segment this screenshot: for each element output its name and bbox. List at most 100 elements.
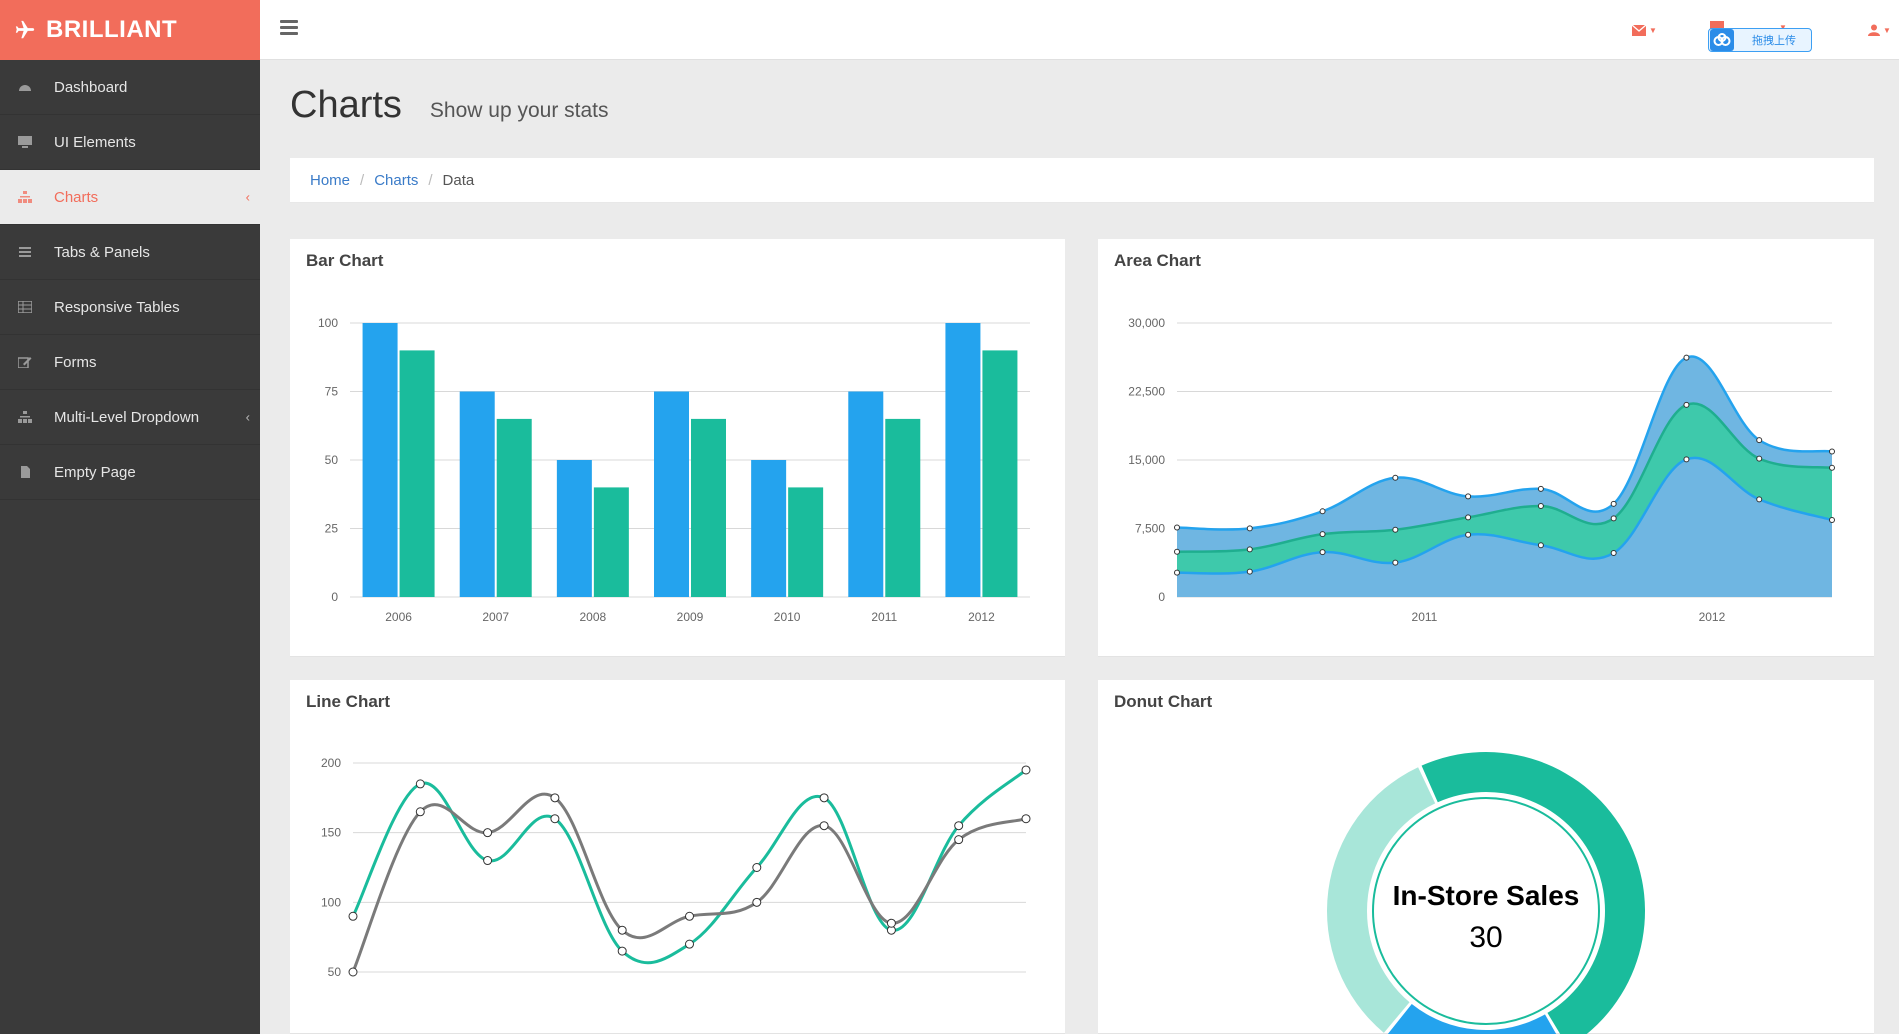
data-point [1829, 516, 1835, 523]
y-tick-label: 100 [321, 895, 341, 909]
y-tick-label: 100 [318, 316, 338, 330]
donut-segment [1387, 1004, 1557, 1034]
sidebar-item-label: Tabs & Panels [54, 243, 150, 261]
data-point [1174, 548, 1180, 555]
caret-down-icon: ▼ [1883, 25, 1891, 35]
x-tick-label: 2010 [774, 610, 801, 624]
messages-dropdown[interactable]: ▼ [1632, 23, 1657, 37]
sidebar-item-label: Responsive Tables [54, 298, 180, 316]
donut-chart: In-Store Sales 30 [1327, 752, 1645, 1034]
bar-chart: 0 25 50 75 100 2006 2007 2008 2009 2010 2011 2012 [318, 316, 1030, 624]
menu-toggle-icon[interactable] [280, 20, 298, 36]
breadcrumb: Home / Charts / Data [290, 158, 1874, 203]
data-point [1465, 514, 1472, 521]
x-tick-label: 2007 [482, 610, 509, 624]
breadcrumb-home-link[interactable]: Home [310, 171, 351, 189]
data-point [1246, 525, 1253, 532]
breadcrumb-charts-link[interactable]: Charts [374, 171, 419, 189]
data-point [1392, 559, 1399, 566]
data-point [1319, 508, 1326, 515]
data-point [685, 939, 694, 949]
data-point [483, 856, 493, 866]
data-point [752, 897, 762, 907]
line-chart-panel: 50 100 150 200 Line Chart [290, 680, 1065, 1034]
bar [362, 323, 398, 597]
chevron-left-icon: ‹ [245, 409, 250, 425]
sidebar-item-forms[interactable]: Forms [0, 335, 260, 390]
user-dropdown[interactable]: ▼ [1868, 23, 1891, 37]
sidebar-item-empty-page[interactable]: Empty Page [0, 445, 260, 500]
data-point [1174, 569, 1180, 576]
sidebar-item-responsive-tables[interactable]: Responsive Tables [0, 280, 260, 335]
sidebar-item-label: UI Elements [54, 133, 136, 151]
y-tick-label: 7,500 [1135, 522, 1165, 536]
y-tick-label: 25 [325, 522, 339, 536]
list-icon [19, 247, 31, 257]
series-line [351, 768, 1027, 965]
y-tick-label: 75 [325, 385, 339, 399]
sidebar-item-charts[interactable]: Charts ‹ [0, 170, 260, 225]
data-point [348, 967, 358, 977]
data-point [1021, 814, 1031, 824]
y-tick-label: 150 [321, 826, 341, 840]
file-icon [21, 466, 30, 478]
breadcrumb-current: Data [442, 171, 475, 189]
x-tick-label: 2006 [385, 610, 412, 624]
data-point [348, 911, 358, 921]
sidebar-item-tabs-panels[interactable]: Tabs & Panels [0, 225, 260, 280]
data-point [483, 828, 493, 838]
sidebar-item-dashboard[interactable]: Dashboard [0, 60, 260, 115]
breadcrumb-separator: / [428, 171, 433, 189]
page-header: Charts Show up your stats [290, 84, 609, 127]
panel-title: Bar Chart [306, 251, 384, 270]
donut-highlight-ring [1372, 797, 1600, 1025]
chevron-left-icon: ‹ [245, 189, 250, 205]
bar [691, 418, 726, 597]
edit-icon [18, 357, 32, 368]
sidebar-item-label: Forms [54, 353, 97, 371]
sidebar-item-label: Multi-Level Dropdown [54, 408, 200, 426]
sitemap-icon [18, 411, 32, 423]
data-point [1537, 485, 1544, 492]
x-tick-label: 2012 [968, 610, 995, 624]
bar [945, 323, 981, 597]
data-point [1319, 549, 1326, 556]
line-chart: 50 100 150 200 [321, 756, 1031, 979]
cloud-icon [1710, 29, 1734, 51]
data-point [550, 814, 560, 824]
data-point [550, 793, 560, 803]
brand-logo[interactable]: BRILLIANT [0, 0, 260, 60]
y-tick-label: 30,000 [1128, 316, 1165, 330]
bar [788, 487, 824, 597]
data-point [415, 779, 425, 789]
table-icon [18, 301, 32, 313]
data-point [1537, 542, 1544, 549]
page-subtitle: Show up your stats [429, 99, 609, 122]
dashboard-icon [19, 85, 31, 91]
donut-segment [1327, 767, 1436, 1033]
data-point [1174, 524, 1180, 531]
y-tick-label: 0 [1158, 590, 1165, 604]
data-point [617, 925, 627, 935]
data-point [1392, 474, 1399, 481]
x-tick-label: 2009 [677, 610, 704, 624]
data-point [1465, 493, 1472, 500]
drag-upload-widget[interactable]: 拖拽上传 [1708, 28, 1812, 52]
data-point [819, 793, 829, 803]
bar [593, 487, 629, 597]
brand-name: BRILLIANT [46, 16, 178, 43]
caret-down-icon: ▼ [1779, 22, 1787, 32]
data-point [1537, 503, 1544, 510]
data-point [1756, 496, 1763, 503]
data-point [954, 835, 964, 845]
user-icon [1868, 24, 1880, 36]
data-point [886, 918, 896, 928]
upload-label: 拖拽上传 [1752, 35, 1796, 47]
area-chart-panel: 0 7,500 15,000 22,500 30,000 2011 2012 Area Ch… [1098, 239, 1874, 657]
data-point [1683, 456, 1690, 463]
panel-title: Line Chart [306, 692, 391, 711]
sidebar-item-multi-level-dropdown[interactable]: Multi-Level Dropdown ‹ [0, 390, 260, 445]
y-tick-label: 15,000 [1128, 453, 1165, 467]
sidebar-item-ui-elements[interactable]: UI Elements [0, 115, 260, 170]
